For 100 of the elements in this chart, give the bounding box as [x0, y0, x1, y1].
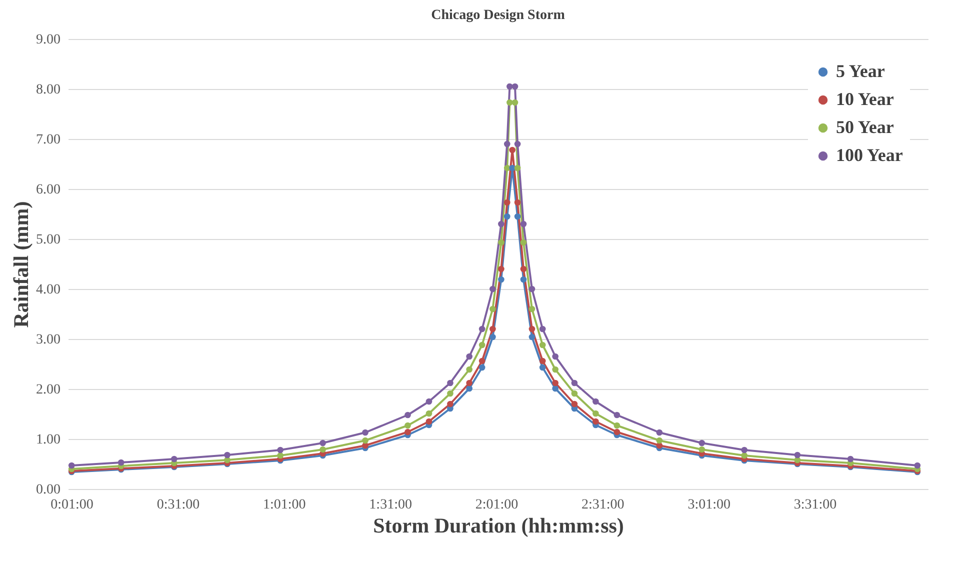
point: [741, 446, 748, 454]
y-tick-label: 1.00: [36, 432, 60, 448]
point: [552, 353, 558, 360]
point: [592, 418, 599, 425]
point: [447, 390, 454, 397]
point: [498, 239, 504, 246]
point: [498, 220, 504, 228]
point: [528, 306, 536, 312]
point: [847, 456, 854, 462]
x-tick-label: 3:31:00: [794, 498, 837, 512]
point: [171, 456, 178, 462]
point: [320, 440, 326, 446]
point: [520, 239, 527, 246]
point: [794, 452, 801, 458]
point: [509, 146, 516, 154]
point: [520, 266, 527, 272]
point: [404, 428, 411, 436]
point: [520, 220, 527, 228]
point: [698, 446, 706, 453]
point: [614, 428, 620, 436]
x-axis-title: Storm Duration (hh:mm:ss): [373, 514, 624, 538]
point: [320, 446, 326, 453]
point: [490, 326, 496, 332]
x-tick-label: 0:01:00: [50, 498, 94, 512]
point: [914, 462, 921, 469]
y-tick-label: 6.00: [36, 182, 60, 198]
point: [539, 342, 546, 348]
point: [514, 213, 521, 220]
x-tick-label: 3:01:00: [688, 498, 730, 512]
point: [498, 276, 504, 283]
point: [490, 306, 496, 312]
y-tick-label: 3.00: [36, 332, 60, 348]
point: [514, 199, 521, 206]
point: [478, 364, 486, 371]
x-tick-label: 2:01:00: [475, 498, 518, 512]
point: [528, 326, 536, 332]
point: [498, 266, 504, 272]
point: [506, 99, 513, 106]
chart-title: Chicago Design Storm: [431, 8, 566, 23]
y-tick-label: 4.00: [36, 282, 60, 298]
point: [539, 364, 546, 371]
point: [514, 140, 521, 148]
point: [490, 334, 496, 340]
point: [656, 429, 663, 436]
point: [528, 334, 536, 340]
point: [592, 410, 599, 417]
point: [614, 412, 620, 418]
point: [592, 398, 599, 405]
point: [698, 440, 706, 446]
point: [362, 442, 368, 449]
point: [490, 286, 496, 292]
point: [552, 366, 558, 373]
y-tick-label: 5.00: [36, 232, 60, 248]
point: [504, 140, 510, 148]
y-tick-label: 8.00: [36, 82, 60, 98]
point: [504, 213, 510, 220]
x-tick-label: 2:31:00: [582, 498, 624, 512]
point: [571, 400, 578, 408]
point: [478, 326, 486, 332]
point: [426, 410, 432, 417]
point: [466, 353, 472, 360]
point: [656, 437, 663, 444]
point: [224, 452, 230, 458]
point: [520, 276, 527, 283]
x-tick-label: 1:01:00: [263, 498, 306, 512]
legend-label: 100 Year: [836, 145, 903, 165]
point: [539, 358, 546, 364]
point: [447, 380, 454, 386]
point: [478, 342, 486, 348]
point: [277, 452, 284, 459]
y-tick-label: 7.00: [36, 132, 60, 148]
point: [426, 418, 432, 425]
point: [552, 380, 558, 386]
y-axis-title: Rainfall (mm): [9, 201, 33, 328]
point: [509, 164, 516, 172]
point: [404, 412, 411, 418]
point: [447, 400, 454, 408]
point: [741, 452, 748, 459]
legend-label: 5 Year: [836, 61, 885, 81]
point: [118, 459, 124, 466]
point: [466, 366, 472, 373]
point: [506, 83, 513, 90]
point: [539, 326, 546, 332]
point: [512, 83, 518, 90]
x-tick-label: 1:31:00: [369, 498, 412, 512]
legend-label: 10 Year: [836, 89, 894, 109]
point: [224, 456, 230, 464]
point: [362, 437, 368, 444]
y-tick-label: 9.00: [36, 32, 60, 48]
legend-label: 50 Year: [836, 117, 894, 137]
point: [514, 164, 521, 172]
y-tick-label: 2.00: [36, 382, 60, 398]
point: [277, 446, 284, 454]
point: [426, 398, 432, 405]
point: [528, 286, 536, 292]
point: [478, 358, 486, 364]
point: [552, 385, 558, 392]
point: [68, 462, 75, 469]
point: [571, 380, 578, 386]
point: [404, 422, 411, 429]
